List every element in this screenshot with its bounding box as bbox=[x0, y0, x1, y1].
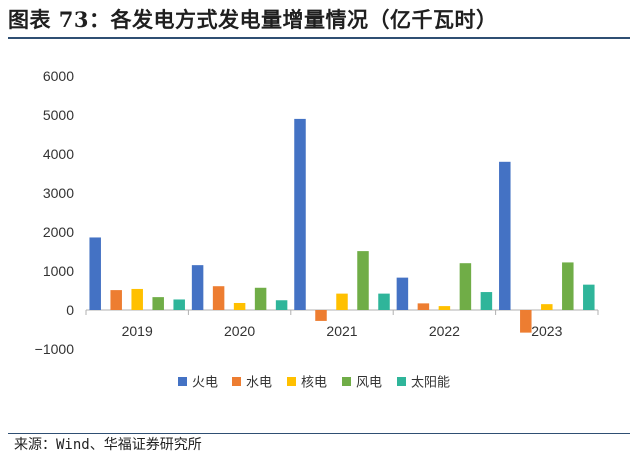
bar-2019-3 bbox=[152, 297, 164, 310]
bar-2019-0 bbox=[89, 237, 101, 310]
bar-2019-4 bbox=[173, 299, 185, 310]
bar-2020-1 bbox=[212, 286, 225, 310]
bar-2019-1 bbox=[110, 290, 122, 310]
y-tick-label: 6000 bbox=[43, 68, 74, 84]
x-axis-tick-marks bbox=[85, 310, 599, 315]
x-tick-label: 2022 bbox=[429, 323, 460, 339]
y-tick-label: 4000 bbox=[43, 146, 74, 162]
bar-2023-0 bbox=[499, 161, 511, 310]
bar-2023-2 bbox=[541, 304, 553, 310]
bars bbox=[89, 118, 595, 333]
bar-2020-3 bbox=[254, 287, 267, 310]
source-note: 来源：Wind、华福证券研究所 bbox=[14, 437, 202, 453]
bar-2022-4 bbox=[480, 292, 493, 310]
bar-2020-2 bbox=[233, 302, 246, 310]
x-tick-label: 2020 bbox=[224, 323, 255, 339]
bar-2020-4 bbox=[275, 300, 288, 310]
bar-2022-2 bbox=[438, 306, 451, 310]
legend-swatch bbox=[397, 377, 406, 386]
legend-swatch bbox=[287, 377, 296, 386]
y-tick-label: 0 bbox=[66, 302, 74, 318]
legend-swatch bbox=[232, 377, 241, 386]
bar-2020-0 bbox=[191, 265, 204, 310]
y-tick-label: 3000 bbox=[43, 185, 74, 201]
y-tick-label: 2000 bbox=[43, 224, 74, 240]
footer-rule bbox=[8, 433, 630, 434]
legend-swatch bbox=[178, 377, 187, 386]
bar-2023-3 bbox=[562, 262, 574, 310]
bar-2021-1 bbox=[315, 310, 327, 321]
bar-2023-1 bbox=[520, 310, 532, 333]
bar-2022-3 bbox=[459, 263, 472, 310]
bar-2021-3 bbox=[357, 251, 369, 310]
x-tick-label: 2019 bbox=[122, 323, 153, 339]
legend-label: 风电 bbox=[356, 376, 382, 391]
bar-2019-2 bbox=[131, 288, 143, 310]
y-tick-label: −1000 bbox=[35, 341, 75, 357]
legend-label: 水电 bbox=[246, 376, 272, 391]
bar-2022-1 bbox=[417, 303, 430, 310]
bar-2023-4 bbox=[583, 284, 595, 310]
bar-2022-0 bbox=[396, 277, 409, 310]
legend-label: 太阳能 bbox=[411, 376, 450, 391]
legend-swatch bbox=[342, 377, 351, 386]
bar-2021-4 bbox=[378, 293, 390, 310]
y-axis-ticks: 6000 5000 4000 3000 2000 1000 0 −1000 bbox=[35, 68, 75, 357]
x-tick-label: 2021 bbox=[326, 323, 357, 339]
bar-2021-0 bbox=[294, 118, 306, 311]
x-tick-label: 2023 bbox=[531, 323, 562, 339]
bar-2021-2 bbox=[336, 293, 348, 310]
chart-title: 图表 73：各发电方式发电量增量情况（亿千瓦时） bbox=[8, 7, 498, 32]
legend-label: 火电 bbox=[192, 376, 218, 391]
legend: 火电 水电 核电 风电 太阳能 bbox=[178, 376, 450, 391]
y-tick-label: 5000 bbox=[43, 107, 74, 123]
x-axis-labels: 2019 2020 2021 2022 2023 bbox=[122, 323, 563, 339]
legend-label: 核电 bbox=[301, 376, 327, 391]
title-underline bbox=[8, 37, 630, 39]
y-tick-label: 1000 bbox=[43, 263, 74, 279]
